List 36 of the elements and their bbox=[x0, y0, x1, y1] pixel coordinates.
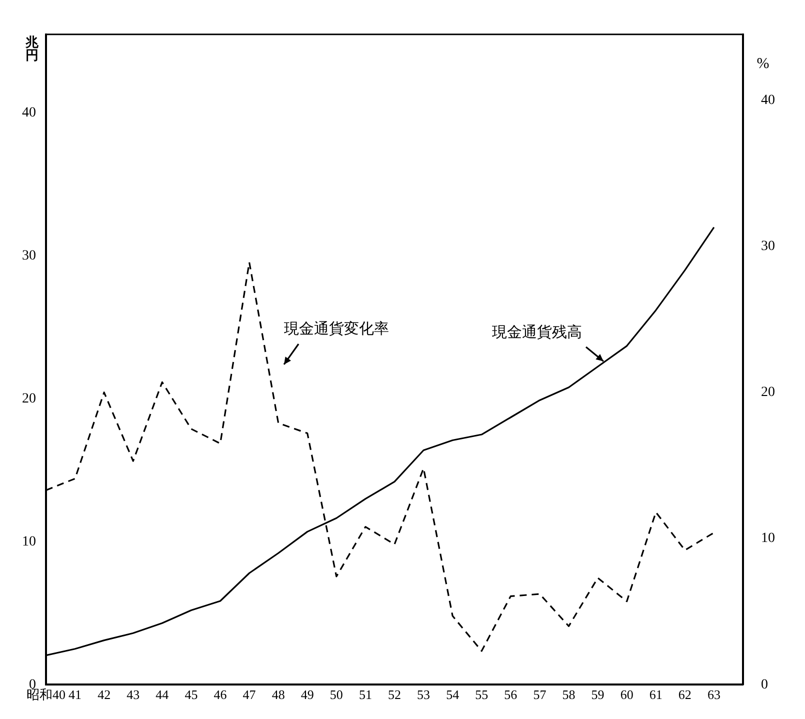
x-tick-label: 56 bbox=[504, 686, 518, 702]
x-tick-label: 51 bbox=[358, 686, 372, 702]
x-tick-label: 42 bbox=[98, 686, 111, 702]
x-tick-label: 54 bbox=[446, 686, 460, 702]
x-tick-label: 43 bbox=[126, 686, 140, 702]
y2-tick-label: 40 bbox=[761, 92, 775, 108]
x-tick-label: 55 bbox=[475, 686, 488, 702]
x-tick-label: 45 bbox=[184, 686, 198, 702]
x-tick-label: 59 bbox=[591, 686, 604, 702]
x-tick-label: 50 bbox=[330, 686, 343, 702]
y-tick-label: 40 bbox=[22, 106, 36, 121]
x-tick-label: 62 bbox=[678, 686, 692, 702]
series-label: 現金通貨変化率 bbox=[284, 319, 389, 338]
x-tick-label: 52 bbox=[388, 686, 401, 702]
x-tick-label: 49 bbox=[300, 686, 314, 702]
x-tick-label: 53 bbox=[417, 686, 430, 702]
x-tick-label: 44 bbox=[156, 686, 170, 702]
x-tick-label: 58 bbox=[562, 686, 576, 702]
y-tick-label: 30 bbox=[22, 248, 36, 264]
x-tick-label: 61 bbox=[649, 686, 662, 702]
x-tick-label: 41 bbox=[68, 686, 82, 702]
x-tick-label: 60 bbox=[620, 686, 634, 702]
x-tick-label: 47 bbox=[242, 686, 256, 702]
y2-tick-label: 30 bbox=[761, 238, 775, 254]
x-tick-label: 63 bbox=[707, 686, 720, 702]
y2-axis-title: % bbox=[756, 56, 770, 72]
y-axis-title: 兆円 bbox=[24, 35, 40, 64]
y-tick-label: 20 bbox=[22, 391, 36, 406]
x-tick-label: 46 bbox=[214, 686, 228, 702]
y-tick-label: 10 bbox=[22, 534, 36, 550]
x-tick-label: 57 bbox=[533, 686, 547, 702]
y2-tick-label: 20 bbox=[761, 385, 775, 400]
y2-tick-label: 10 bbox=[761, 531, 775, 546]
y2-tick-label: 0 bbox=[761, 677, 768, 692]
x-tick-label: 48 bbox=[272, 686, 285, 702]
text: 現金通貨残高 bbox=[492, 322, 582, 341]
